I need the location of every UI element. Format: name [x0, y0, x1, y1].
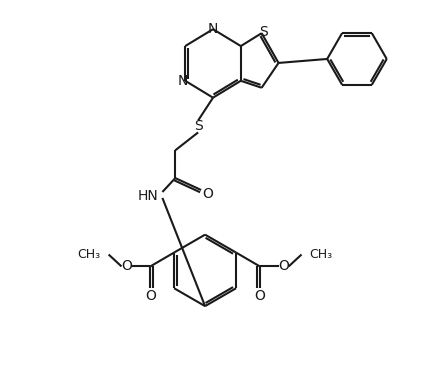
Text: O: O [278, 259, 289, 273]
Text: O: O [121, 259, 132, 273]
Text: N: N [208, 22, 218, 36]
Text: S: S [259, 25, 268, 39]
Text: O: O [203, 187, 213, 201]
Text: N: N [178, 74, 188, 88]
Text: CH₃: CH₃ [78, 248, 101, 261]
Text: O: O [254, 289, 265, 303]
Text: O: O [145, 289, 156, 303]
Text: CH₃: CH₃ [309, 248, 333, 261]
Text: HN: HN [138, 189, 159, 203]
Text: S: S [194, 119, 203, 133]
